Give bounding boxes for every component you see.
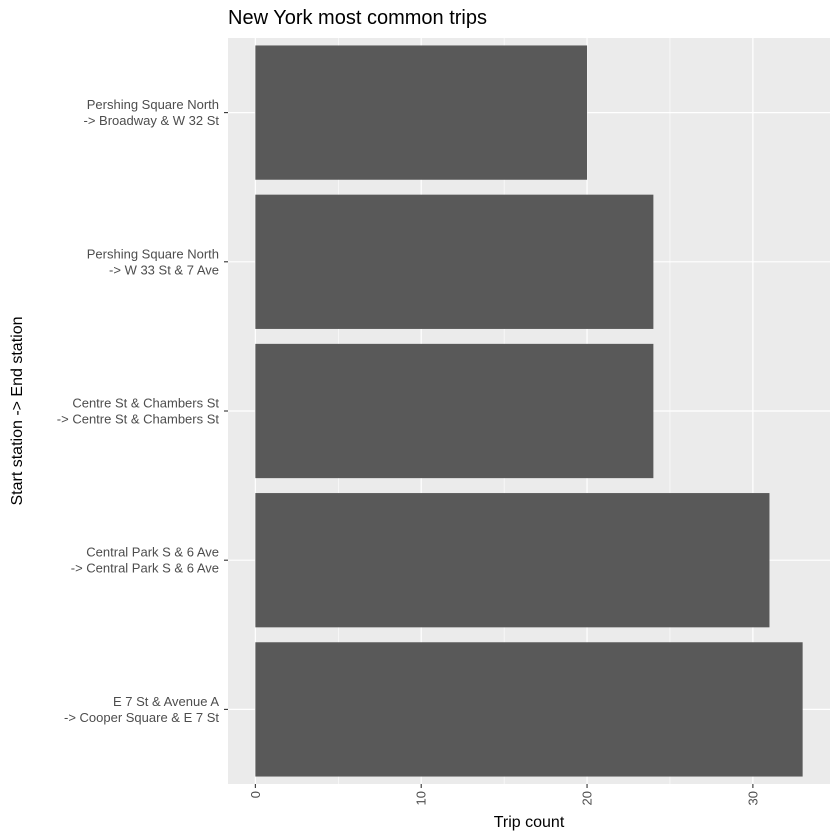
- bar: [255, 642, 803, 777]
- x-axis-title: Trip count: [494, 814, 565, 831]
- x-tick-label: 10: [414, 791, 429, 805]
- chart-title: New York most common trips: [228, 7, 487, 29]
- y-axis: Pershing Square North -> Broadway & W 32 …: [57, 97, 228, 725]
- y-tick-label: Pershing Square North -> Broadway & W 32 …: [84, 97, 220, 128]
- bar: [255, 493, 770, 628]
- x-tick-label: 20: [580, 791, 595, 805]
- x-tick-label: 30: [745, 791, 760, 805]
- bar: [255, 45, 588, 180]
- bars-layer: [255, 45, 803, 777]
- x-axis: 0 10 20 30: [248, 784, 760, 805]
- y-tick-label: Centre St & Chambers St -> Centre St & Ch…: [57, 396, 220, 427]
- y-axis-title: Start station -> End station: [9, 317, 26, 506]
- bar: [255, 343, 654, 479]
- y-tick-label: Pershing Square North -> W 33 St & 7 Ave: [87, 246, 219, 277]
- x-tick-label: 0: [248, 791, 263, 798]
- bar: [255, 194, 654, 329]
- y-tick-label: E 7 St & Avenue A -> Cooper Square & E 7 …: [64, 694, 219, 725]
- y-tick-label: Central Park S & 6 Ave -> Central Park S …: [71, 545, 219, 576]
